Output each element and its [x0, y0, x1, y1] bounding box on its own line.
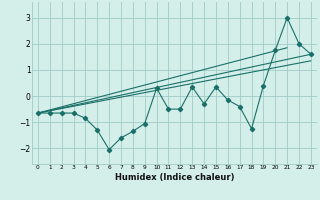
- X-axis label: Humidex (Indice chaleur): Humidex (Indice chaleur): [115, 173, 234, 182]
